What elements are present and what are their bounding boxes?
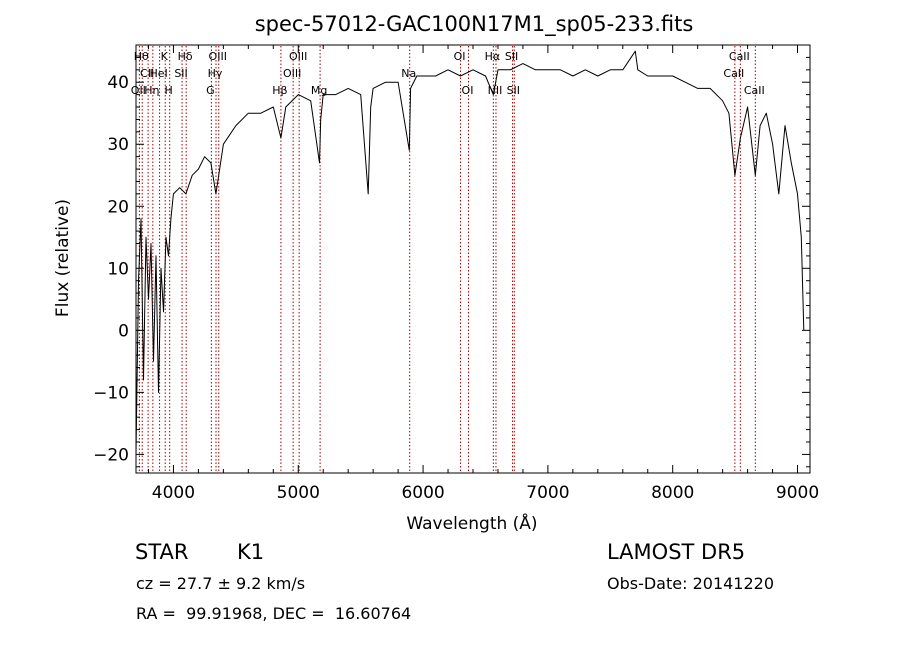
spectral-line-label: Hα xyxy=(485,50,501,63)
y-tick-label: 20 xyxy=(107,197,129,217)
y-tick-label: 30 xyxy=(107,135,129,155)
spectral-line-label: CII xyxy=(140,67,154,80)
plot-frame xyxy=(135,44,811,474)
y-tick-label: −20 xyxy=(93,445,129,465)
spectral-line-label: SII xyxy=(174,67,187,80)
y-tick-label: 40 xyxy=(107,73,129,93)
spectral-line-label: Hγ xyxy=(208,67,223,80)
x-tick-label: 4000 xyxy=(152,483,195,503)
spectral-line-label: Hδ xyxy=(178,50,193,63)
spectral-line-label: H xyxy=(165,84,173,97)
spectral-line-label: OIII xyxy=(283,67,301,80)
spectral-line-label: CaII xyxy=(744,84,765,97)
spectral-line-label: K xyxy=(161,50,169,63)
spectral-line-label: G xyxy=(206,84,215,97)
y-tick-label: −10 xyxy=(93,383,129,403)
x-tick-label: 9000 xyxy=(776,483,819,503)
spectrum-line xyxy=(135,50,805,455)
spectral-line-label: Hη xyxy=(144,84,159,97)
chart-title: spec-57012-GAC100N17M1_sp05-233.fits xyxy=(255,12,694,37)
y-tick-label: 10 xyxy=(107,259,129,279)
spectrum-series xyxy=(135,50,805,455)
axis-ticks: 4000 5000 6000 7000 8000 9000 −20 −10 0 10 20 30 40 xyxy=(93,45,819,503)
spectral-line-label: OIII xyxy=(209,50,227,63)
spectral-line-label: CaII xyxy=(729,50,750,63)
object-subclass: K1 xyxy=(237,540,265,564)
object-class: STAR xyxy=(135,540,189,564)
spectral-line-label: Mg xyxy=(311,84,327,97)
spectral-line-label: Hβ xyxy=(272,84,287,97)
spectral-line-label: HeI xyxy=(149,67,167,80)
spectral-line-label: NII xyxy=(488,84,503,97)
redshift-cz: cz = 27.7 ± 9.2 km/s xyxy=(136,574,306,593)
survey-name: LAMOST DR5 xyxy=(607,540,746,564)
x-tick-label: 7000 xyxy=(526,483,569,503)
y-tick-label: 0 xyxy=(118,321,129,341)
x-tick-label: 5000 xyxy=(277,483,320,503)
x-tick-label: 8000 xyxy=(651,483,694,503)
spectral-line-label: SII xyxy=(505,50,518,63)
coordinates: RA = 99.91968, DEC = 16.60764 xyxy=(136,604,412,623)
spectral-line-label: OI xyxy=(454,50,466,63)
spectral-line-label: Hθ xyxy=(134,50,149,63)
y-axis-label: Flux (relative) xyxy=(53,199,73,317)
x-tick-label: 6000 xyxy=(401,483,444,503)
x-axis-label: Wavelength (Å) xyxy=(406,512,537,534)
spectral-line-label: SII xyxy=(507,84,520,97)
spectral-line-label: CaII xyxy=(723,67,744,80)
spectral-line-label: Na xyxy=(401,67,416,80)
spectral-line-label: OI xyxy=(462,84,474,97)
observation-date: Obs-Date: 20141220 xyxy=(607,574,775,593)
spectral-line-label: OII xyxy=(131,84,146,97)
